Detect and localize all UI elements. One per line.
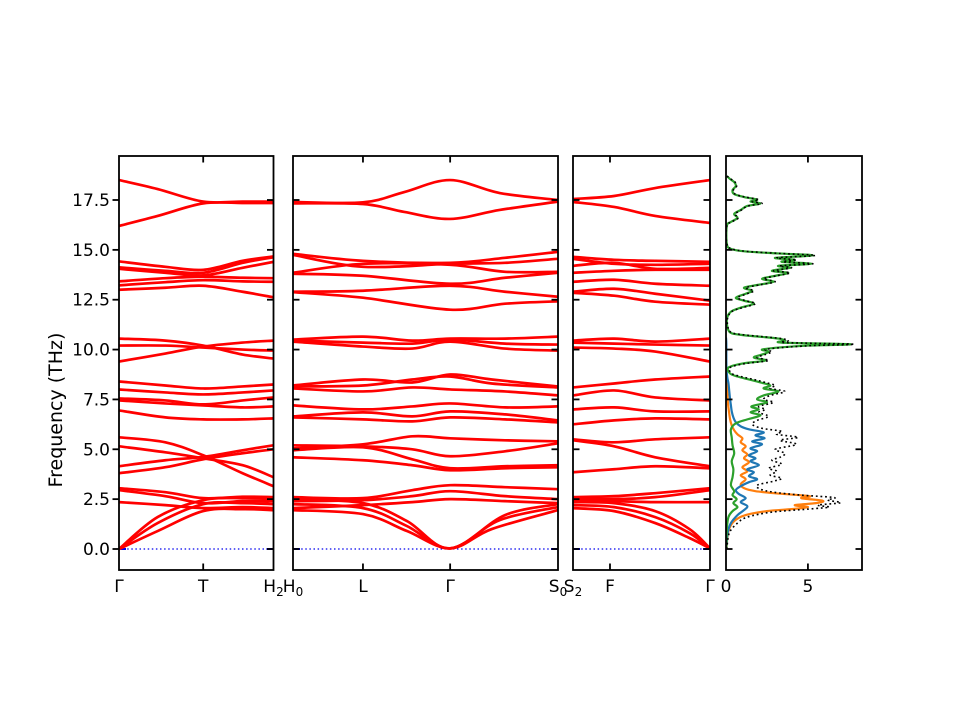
phonon-band-line — [293, 338, 558, 346]
y-tick-label: 10.0 — [72, 341, 110, 361]
phonon-band-line — [573, 406, 710, 414]
y-tick-label: 15.0 — [72, 241, 110, 261]
phonon-band-line — [293, 441, 558, 458]
phonon-band-line — [119, 255, 274, 272]
phonon-band-line — [119, 388, 274, 396]
y-axis-label: Frequency (THz) — [45, 333, 67, 488]
phonon-band-line — [119, 507, 274, 551]
phonon-band-line — [573, 337, 710, 343]
phonon-band-line — [119, 284, 274, 299]
phonon-band-line — [119, 396, 274, 406]
dos-curve-pdos-orange — [726, 361, 825, 550]
phonon-band-line — [293, 271, 558, 286]
phonon-band-line — [293, 290, 558, 312]
phonon-band-line — [573, 435, 710, 444]
phonon-band-line — [293, 410, 558, 422]
phonon-band-line — [573, 278, 710, 288]
phonon-band-line — [573, 500, 710, 550]
chart-root: 0.0 2.5 5.0 7.5 10.0 12.5 15.0 17.5 Γ T H2 H0 L Γ S0S2… — [72, 155, 863, 599]
phonon-band-line — [119, 255, 274, 275]
x-tick-label: H0 — [283, 577, 303, 599]
phonon-band-line — [573, 506, 710, 550]
phonon-band-line — [119, 275, 274, 283]
x-tick-label: Γ — [114, 577, 124, 597]
phonon-band-line — [293, 335, 558, 342]
phonon-band-line — [293, 415, 558, 424]
x-tick-label: Γ — [445, 577, 455, 597]
phonon-band-line — [293, 261, 558, 275]
phonon-band-line — [119, 443, 274, 468]
dos-panel-frame — [725, 155, 863, 571]
phonon-band-line — [293, 402, 558, 411]
phonon-band-line — [293, 373, 558, 388]
phonon-band-line — [573, 488, 710, 501]
phonon-band-line — [573, 417, 710, 426]
phonon-band-line — [573, 268, 710, 275]
dos-curve-pdos-green — [726, 175, 852, 550]
x-tick-label: Γ — [705, 577, 715, 597]
phonon-band-line — [293, 386, 558, 397]
x-tick-label: T — [197, 577, 209, 597]
x-tick-label: F — [605, 577, 615, 597]
phonon-band-line — [119, 444, 274, 479]
y-tick-label: 0.0 — [83, 540, 110, 560]
phonon-band-line — [293, 200, 558, 221]
x-tick-label: L — [358, 577, 368, 597]
phonon-band-line — [573, 375, 710, 389]
dos-curve-total-dos — [726, 175, 855, 550]
phonon-band-line — [119, 486, 274, 500]
phonon-band-line — [573, 464, 710, 474]
phonon-band-line — [293, 178, 558, 205]
y-tick-label: 2.5 — [83, 490, 110, 510]
phonon-band-line — [573, 178, 710, 201]
band-panel-3-frame — [572, 155, 711, 571]
phonon-band-line — [119, 496, 274, 551]
y-tick-label: 12.5 — [72, 291, 110, 311]
phonon-band-line — [573, 341, 710, 347]
phonon-band-line — [293, 445, 558, 470]
y-tick-label: 17.5 — [72, 191, 110, 211]
phonon-band-line — [119, 344, 274, 352]
phonon-band-line — [573, 255, 710, 264]
phonon-band-line — [119, 488, 274, 505]
x-tick-label: H2 — [263, 577, 283, 599]
phonon-band-line — [293, 483, 558, 500]
band-panel-2-frame — [292, 155, 559, 571]
phonon-band-line — [573, 346, 710, 363]
phonon-band-line — [573, 291, 710, 307]
phonon-band-line — [119, 500, 274, 510]
phonon-band-line — [119, 200, 274, 228]
phonon-band-line — [573, 287, 710, 303]
phonon-band-line — [293, 489, 558, 503]
phonon-band-line — [293, 340, 558, 352]
phonon-band-line — [119, 409, 274, 421]
x-tick-label: 5 — [803, 577, 814, 597]
phonon-band-line — [573, 498, 710, 504]
phonon-band-line — [573, 503, 710, 550]
dos-curve-pdos-blue — [726, 337, 766, 550]
y-tick-label: 7.5 — [83, 390, 110, 410]
phonon-band-line — [119, 260, 274, 277]
phonon-band-line — [573, 200, 710, 225]
phonon-band-line — [119, 435, 274, 488]
phonon-band-line — [119, 178, 274, 204]
phonon-band-line — [573, 389, 710, 402]
phonon-band-line — [293, 455, 558, 472]
x-tick-label: S0 — [549, 577, 567, 599]
phonon-band-line — [573, 438, 710, 468]
phonon-band-line — [119, 337, 274, 360]
x-tick-label: S2 — [564, 577, 582, 599]
phonon-band-line — [119, 278, 274, 287]
phonon-band-line — [573, 486, 710, 499]
phonon-band-line — [119, 380, 274, 390]
x-tick-label: 0 — [721, 577, 732, 597]
band-panel-1-frame — [118, 155, 275, 571]
phonon-band-line — [293, 497, 558, 510]
phonon-band-line — [293, 284, 558, 299]
y-tick-label: 5.0 — [83, 440, 110, 460]
